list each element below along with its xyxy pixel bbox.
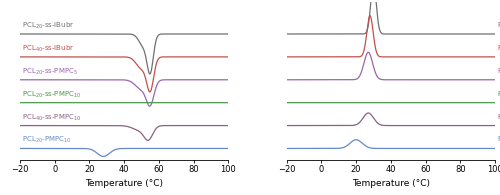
Text: PCL$_{20}$-ss-PMPC$_{10}$: PCL$_{20}$-ss-PMPC$_{10}$ <box>22 90 81 100</box>
X-axis label: Temperature (°C): Temperature (°C) <box>352 179 430 188</box>
Text: PCL$_{40}$-ss-PMPC$_{10}$: PCL$_{40}$-ss-PMPC$_{10}$ <box>22 112 81 123</box>
Text: PCL$_{40}$-ss-iBubr: PCL$_{40}$-ss-iBubr <box>22 44 74 54</box>
Text: PCL$_{20}$-ss-PMPC$_5$: PCL$_{20}$-ss-PMPC$_5$ <box>496 67 500 77</box>
Text: PCL$_{20}$-PMPC$_{10}$: PCL$_{20}$-PMPC$_{10}$ <box>22 135 71 145</box>
X-axis label: Temperature (°C): Temperature (°C) <box>85 179 163 188</box>
Text: PCL$_{20}$-PMPC$_{10}$: PCL$_{20}$-PMPC$_{10}$ <box>496 135 500 145</box>
Text: PCL$_{20}$-ss-iBubr: PCL$_{20}$-ss-iBubr <box>22 21 74 31</box>
Text: PCL$_{40}$-ss-PMPC$_{10}$: PCL$_{40}$-ss-PMPC$_{10}$ <box>496 112 500 123</box>
Text: PCL$_{20}$-ss-PMPC$_{10}$: PCL$_{20}$-ss-PMPC$_{10}$ <box>496 90 500 100</box>
Text: PCL$_{20}$-ss-iBubr: PCL$_{20}$-ss-iBubr <box>496 21 500 31</box>
Text: PCL$_{40}$-ss-iBubr: PCL$_{40}$-ss-iBubr <box>496 44 500 54</box>
Text: PCL$_{20}$-ss-PMPC$_5$: PCL$_{20}$-ss-PMPC$_5$ <box>22 67 78 77</box>
